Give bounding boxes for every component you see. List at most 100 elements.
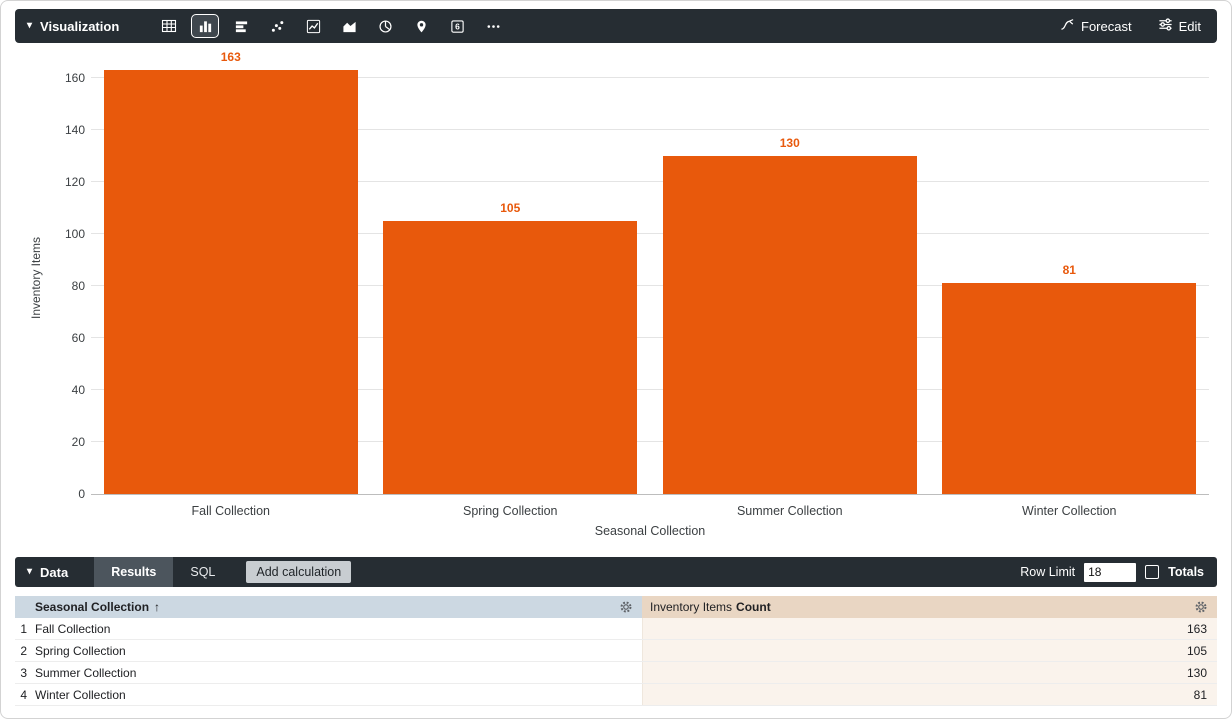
table-icon[interactable] [155,14,183,38]
plot-area: 163 105 130 81 [91,50,1210,495]
measure-cell[interactable]: 81 [642,684,1217,705]
x-axis-labels: Fall Collection Spring Collection Summer C… [91,504,1209,518]
visualization-section-label: Visualization [40,18,120,34]
gear-icon[interactable] [1194,600,1208,614]
svg-text:6: 6 [455,21,460,31]
bar-value-label: 105 [500,201,521,215]
y-tick-label: 60 [71,331,85,345]
data-toolbar: ▾ Data Results SQL Add calculation Row L… [15,557,1217,587]
x-category-label: Summer Collection [736,504,843,518]
table-row: 4 Winter Collection 81 [15,684,1217,706]
data-tabs: Results SQL [94,557,232,587]
y-tick-label: 140 [64,123,85,137]
y-tick-label: 160 [64,71,85,85]
gridline [91,129,1209,130]
y-tick-label: 100 [64,227,85,241]
bar-fall-collection[interactable] [103,70,358,494]
measure-cell[interactable]: 105 [642,640,1217,661]
bar-chart-icon[interactable] [227,14,255,38]
line-chart-icon[interactable] [299,14,327,38]
y-tick-label: 120 [64,175,85,189]
gridline [91,181,1209,182]
edit-button[interactable]: Edit [1158,17,1201,35]
bar-summer-collection[interactable] [662,156,917,494]
single-value-icon[interactable]: 6 [443,14,471,38]
dimension-cell[interactable]: Spring Collection [35,643,126,658]
scatter-plot-icon[interactable] [263,14,291,38]
bar-value-label: 81 [1062,263,1076,278]
dimension-column-title: Seasonal Collection [35,600,150,614]
forecast-button[interactable]: Forecast [1060,17,1132,35]
table-row: 2 Spring Collection 105 [15,640,1217,662]
tab-results[interactable]: Results [94,557,174,587]
results-table: Seasonal Collection ↑ Inventory Items Co… [15,596,1217,706]
more-icon[interactable] [479,14,507,38]
forecast-icon [1060,17,1075,35]
data-section-toggle[interactable]: ▾ Data [15,565,80,580]
tab-sql[interactable]: SQL [190,565,216,579]
measure-column-title: Count [736,600,771,614]
gear-icon[interactable] [619,600,633,614]
bar-winter-collection[interactable] [942,283,1197,494]
visualization-section-toggle[interactable]: ▾ Visualization [15,19,131,34]
measure-cell[interactable]: 130 [642,662,1217,683]
totals-checkbox[interactable] [1145,565,1160,579]
dimension-cell[interactable]: Summer Collection [35,665,137,680]
add-calculation-button[interactable]: Add calculation [246,561,352,583]
map-icon[interactable] [407,14,435,38]
gridline [91,77,1209,78]
edit-settings-icon [1158,17,1173,35]
column-header-inventory-items-count[interactable]: Inventory Items Count [642,596,1217,618]
dimension-cell[interactable]: Fall Collection [35,621,111,636]
x-category-label: Winter Collection [1022,504,1117,518]
visualization-toolbar: ▾ Visualization [15,9,1217,43]
dimension-cell[interactable]: Winter Collection [35,687,126,702]
y-tick-label: 20 [71,435,85,449]
gridline [91,441,1209,442]
y-tick-label: 40 [71,383,85,397]
bar-spring-collection[interactable] [383,221,638,494]
gridline [91,285,1209,286]
y-tick-label: 80 [71,279,85,293]
data-toolbar-right: Row Limit Totals [1020,562,1217,582]
y-tick-label: 0 [78,487,85,501]
x-category-label: Fall Collection [191,504,270,518]
row-limit-input[interactable] [1084,562,1137,582]
row-limit-label: Row Limit [1020,565,1076,579]
pie-chart-icon[interactable] [371,14,399,38]
data-section-label: Data [40,564,69,580]
bar-slot: 163 [91,50,371,494]
bar-chart: Inventory Items 0 20 40 60 80 100 120 140 160 16… [1,43,1231,557]
measure-column-prefix: Inventory Items [650,600,733,614]
column-chart-icon[interactable] [191,14,220,38]
bar-slot: 130 [650,78,930,494]
row-number: 4 [20,687,27,702]
bar-series: 163 105 130 81 [91,50,1210,494]
caret-down-icon: ▾ [27,20,33,31]
x-axis-title: Seasonal Collection [594,524,706,538]
gridline [91,337,1209,338]
bar-slot: 81 [930,78,1210,494]
column-header-seasonal-collection[interactable]: Seasonal Collection ↑ [15,596,642,618]
measure-cell[interactable]: 163 [642,618,1217,639]
bar-value-label: 130 [779,136,800,150]
area-chart-icon[interactable] [335,14,363,38]
table-header: Seasonal Collection ↑ Inventory Items Co… [15,596,1217,618]
viz-type-picker: 6 [155,14,507,38]
gridline [91,233,1209,234]
y-axis-ticks: 0 20 40 60 80 100 120 140 160 [1,71,85,501]
totals-label[interactable]: Totals [1168,565,1204,579]
table-body: 1 Fall Collection 163 2 Spring Collection 105… [15,618,1217,706]
x-category-label: Spring Collection [463,504,558,518]
bar-slot: 105 [371,78,651,494]
caret-down-icon: ▾ [27,566,33,577]
forecast-label: Forecast [1081,18,1132,34]
table-row: 1 Fall Collection 163 [15,618,1217,640]
gridline [91,389,1209,390]
bar-value-label: 163 [220,50,241,65]
sort-ascending-icon: ↑ [154,600,161,614]
table-row: 3 Summer Collection 130 [15,662,1217,684]
toolbar-actions: Forecast Edit [1060,17,1217,35]
row-number: 1 [20,621,27,636]
